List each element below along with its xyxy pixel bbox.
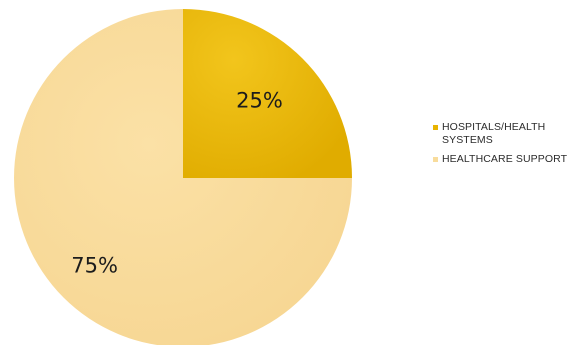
- pie-label-hospitals: 25%: [236, 89, 283, 113]
- legend-swatch-hospitals: [433, 125, 438, 130]
- legend-label-hospitals: HOSPITALS/HEALTH SYSTEMS: [442, 121, 545, 146]
- legend-label-healthcare-support: HEALTHCARE SUPPORT: [442, 153, 567, 165]
- legend-item-healthcare-support: HEALTHCARE SUPPORT: [433, 153, 578, 166]
- legend: HOSPITALS/HEALTH SYSTEMS HEALTHCARE SUPP…: [433, 121, 578, 172]
- pie-label-healthcare-support: 75%: [71, 253, 118, 277]
- legend-item-hospitals: HOSPITALS/HEALTH SYSTEMS: [433, 121, 578, 147]
- legend-swatch-healthcare-support: [433, 157, 438, 162]
